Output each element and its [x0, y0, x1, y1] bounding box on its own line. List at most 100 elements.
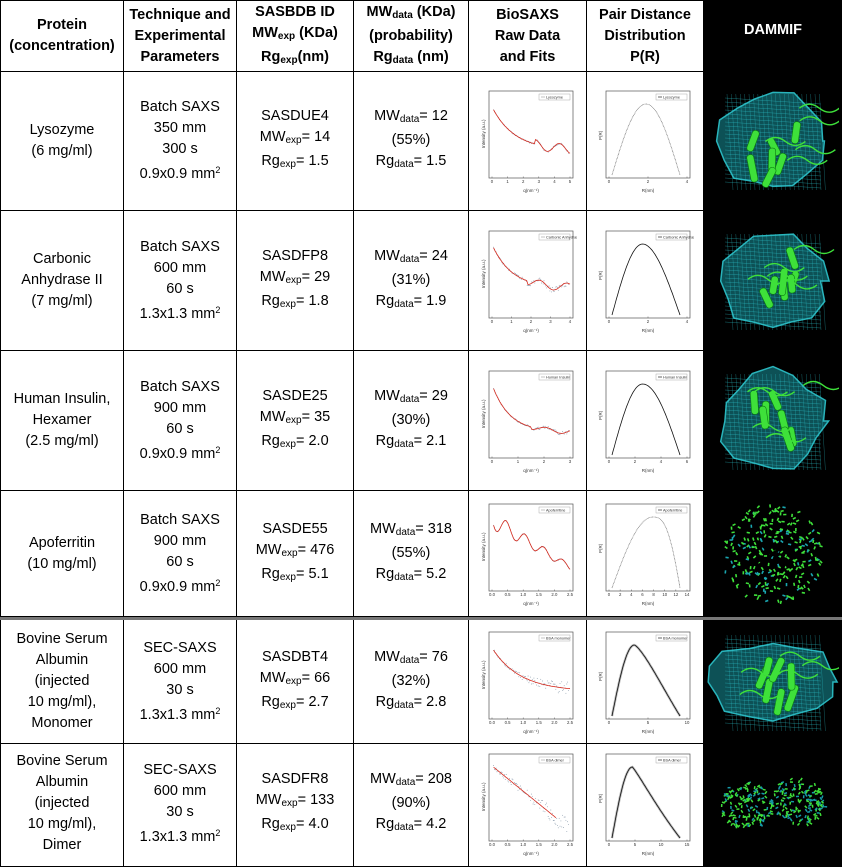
- coil-strand: [776, 279, 818, 290]
- helix-ribbon: [773, 687, 786, 716]
- pr-plot: Apoferritine P(R) R(nm) 0 2 4 6 8 10 12 14: [598, 503, 691, 606]
- dimer-subunit: [779, 788, 783, 793]
- data-point: [554, 688, 556, 690]
- technique-line: 300 s: [162, 140, 198, 157]
- data-point: [539, 278, 541, 280]
- data-point: [533, 282, 535, 283]
- fit-curve: [492, 766, 556, 818]
- cage-subunit: [744, 515, 748, 519]
- cage-subunit: [729, 538, 733, 541]
- mesh-line: [814, 373, 822, 470]
- data-point: [561, 284, 563, 286]
- rg-exp-label: Rg: [261, 694, 280, 710]
- data-point: [521, 678, 523, 680]
- sasbdb-cell: SASDBT4 MWexp= 66 Rgexp= 2.7: [237, 620, 354, 744]
- saxs-plot: Carbonic Anhydrase II Intensity (a.u.) q(n…: [481, 230, 577, 333]
- cage-subunit: [794, 547, 798, 552]
- protein-name-line: Hexamer: [32, 412, 92, 428]
- mw-data-label: MW: [370, 771, 396, 787]
- cage-subunit: [801, 551, 805, 554]
- cage-subunit: [815, 558, 819, 561]
- cage-subunit: [775, 531, 779, 534]
- data-point: [499, 773, 501, 775]
- dimer-subunit: [819, 791, 823, 795]
- y-axis-label: P(R): [598, 543, 603, 553]
- dimer-subunit: [816, 816, 820, 820]
- pr-cell: Lysozyme P(R) R(nm) 0 2 4: [587, 71, 704, 211]
- cage-subunit: [793, 562, 796, 566]
- helix-ribbon: [746, 129, 760, 152]
- data-point: [527, 284, 529, 286]
- cage-subunit: [786, 522, 791, 526]
- dimer-subunit: [740, 809, 744, 813]
- coil-strand: [779, 650, 821, 661]
- cage-subunit: [789, 521, 793, 526]
- dimer-subunit: [761, 799, 765, 803]
- cage-subunit: [768, 568, 773, 572]
- data-point: [507, 780, 509, 782]
- helix-ribbon: [750, 389, 759, 415]
- mesh-line: [724, 241, 822, 248]
- cage-subunit: [800, 562, 804, 567]
- data-point: [543, 425, 544, 427]
- protein-name-line: Carbonic: [32, 251, 91, 267]
- cage-subunit: [785, 575, 789, 579]
- x-tick-label: 8: [652, 592, 655, 597]
- data-point: [524, 675, 526, 677]
- x-tick-label: 6: [686, 459, 689, 464]
- cage-subunit: [738, 561, 741, 565]
- technique-line: Batch SAXS: [140, 238, 220, 255]
- dimer-subunit: [821, 794, 824, 799]
- dimer-subunit: [730, 810, 734, 815]
- dimer-subunit: [728, 819, 732, 823]
- technique-line: SEC-SAXS: [143, 761, 217, 778]
- plot-frame: [488, 370, 573, 458]
- cage-subunit: [787, 542, 792, 545]
- helix-ribbon: [787, 662, 796, 691]
- dimer-subunit: [789, 777, 793, 781]
- dimer-subunit: [751, 821, 755, 825]
- cage-subunit: [792, 521, 797, 525]
- technique-line: Batch SAXS: [140, 378, 220, 395]
- rg-data-label: Rg: [375, 433, 395, 449]
- data-point: [560, 680, 562, 682]
- data-point: [537, 426, 539, 428]
- rg-data-sub: data: [394, 159, 414, 170]
- data-point: [500, 771, 502, 772]
- pr-plot: BSA dimer P(R) R(nm) 0 5 10 15: [598, 753, 691, 856]
- cage-subunit: [767, 570, 772, 574]
- dimer-subunit: [784, 806, 788, 810]
- protein-name-line: (6 mg/ml): [31, 142, 93, 159]
- fit-curve: [492, 649, 570, 689]
- legend-box: [538, 233, 570, 240]
- rg-data-sub: data: [394, 572, 414, 583]
- mesh-line: [801, 373, 808, 470]
- cage-subunit: [812, 539, 815, 543]
- dimer-subunit: [760, 813, 763, 817]
- data-point: [566, 681, 568, 683]
- dimer-subunit: [781, 807, 785, 812]
- x-tick-label: 2: [529, 319, 532, 324]
- data-point: [557, 691, 559, 693]
- mw-exp-value: = 35: [301, 409, 331, 425]
- data-point: [546, 805, 548, 807]
- cage-subunit: [795, 566, 799, 570]
- dimer-subunit: [807, 806, 811, 809]
- dimer-subunit: [730, 805, 732, 809]
- data-point: [553, 683, 555, 685]
- dimer-subunit: [760, 785, 764, 790]
- mesh-line: [724, 97, 822, 104]
- pr-plot: Lysozyme P(R) R(nm) 0 2 4: [598, 90, 691, 193]
- cage-subunit: [769, 589, 774, 592]
- cage-subunit: [782, 593, 786, 597]
- x-tick-label: 4: [630, 592, 633, 597]
- data-point: [554, 428, 555, 430]
- mesh-line: [775, 373, 782, 470]
- data-point: [566, 820, 568, 822]
- dimer-subunit: [790, 800, 795, 803]
- mesh-line: [779, 93, 786, 190]
- data-point: [544, 284, 546, 286]
- rg-exp-sub: exp: [279, 299, 296, 310]
- dimer-subunit: [731, 808, 735, 812]
- dimer-subunit: [798, 818, 802, 823]
